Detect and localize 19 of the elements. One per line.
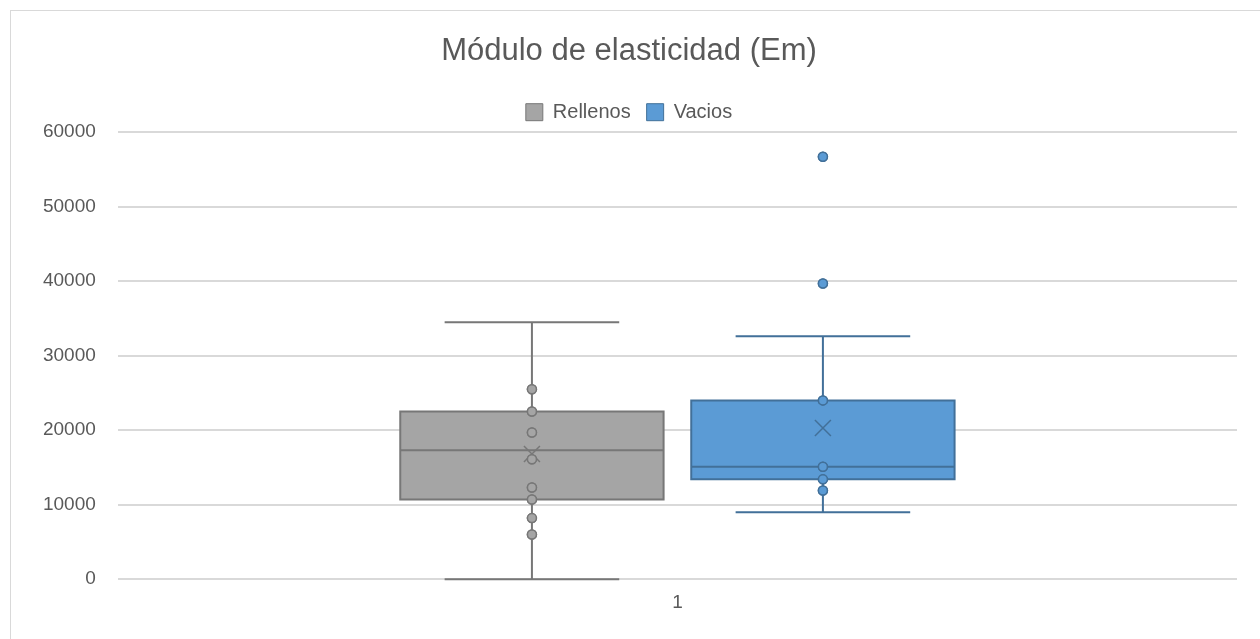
point <box>526 427 538 438</box>
y-tick-label: 50000 <box>42 194 96 216</box>
y-tick-label: 40000 <box>42 269 96 291</box>
x-tick-label: 1 <box>672 590 683 612</box>
y-tick-label: 0 <box>85 567 96 589</box>
point <box>526 512 538 524</box>
y-tick-label: 20000 <box>42 418 96 440</box>
point <box>526 383 538 395</box>
y-tick-label: 60000 <box>42 120 96 142</box>
legend-label: Vacios <box>673 99 733 122</box>
point <box>526 494 538 505</box>
point <box>526 529 538 540</box>
point <box>526 482 538 493</box>
chart-title: Módulo de elasticidad (Em) <box>441 32 817 68</box>
y-tick-label: 30000 <box>42 343 96 365</box>
point <box>526 406 538 417</box>
point <box>526 454 538 465</box>
y-tick-label: 10000 <box>42 492 96 514</box>
legend-label: Rellenos <box>552 99 631 122</box>
